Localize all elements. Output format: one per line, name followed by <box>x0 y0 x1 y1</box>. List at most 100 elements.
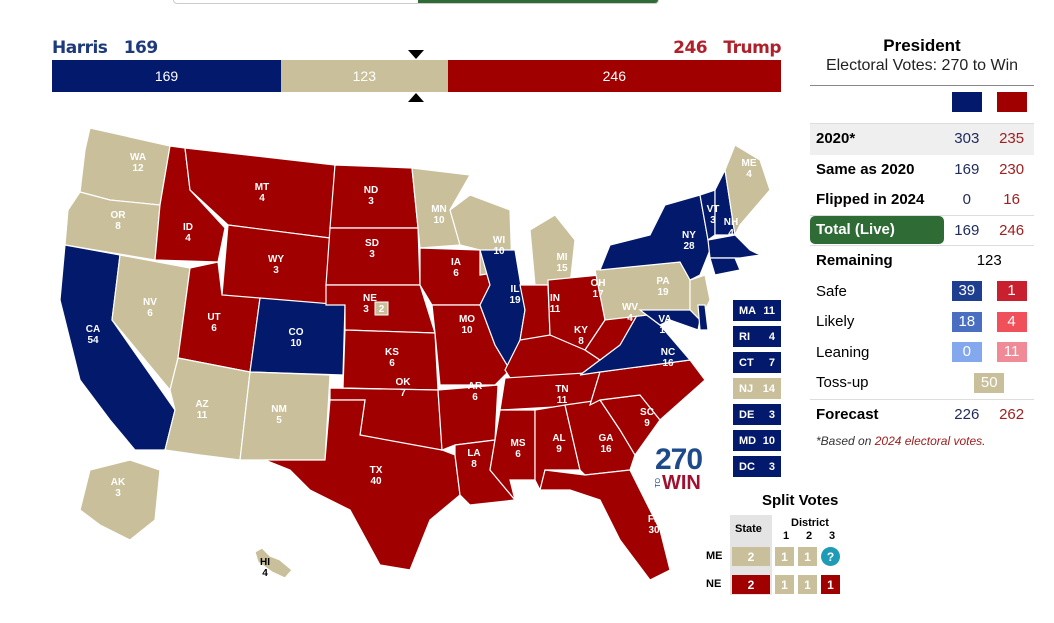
district-header: District <box>791 517 829 529</box>
dem-value: 226 <box>954 405 980 423</box>
toggle-active-segment[interactable] <box>418 0 658 3</box>
small-state-abbr: CT <box>739 356 754 369</box>
split-cell[interactable]: 1 <box>798 547 817 566</box>
state-label-ev: 7 <box>400 388 406 399</box>
total-live-button[interactable]: Total (Live) <box>810 216 945 245</box>
small-state-nj[interactable]: NJ 14 <box>733 378 781 399</box>
state-label-ev: 4 <box>185 233 191 244</box>
tossup-value: 50 <box>974 372 1005 393</box>
state-label-abbr: AR <box>468 381 483 392</box>
footnote-link[interactable]: 2024 electoral votes <box>874 434 983 448</box>
split-row-state: ME <box>706 550 723 562</box>
state-label-ev: 17 <box>592 289 604 300</box>
state-hi[interactable] <box>254 547 293 579</box>
state-label-ev: 10 <box>493 246 505 257</box>
state-label-abbr: LA <box>467 448 480 459</box>
small-state-md[interactable]: MD 10 <box>733 430 781 451</box>
harris-total: 169 <box>123 38 159 58</box>
state-label-ev: 11 <box>557 395 568 406</box>
district-number: 1 <box>783 530 790 542</box>
state-label-ev: 4 <box>728 228 734 239</box>
top-toggle[interactable] <box>173 0 659 4</box>
row-label: Likely <box>816 313 855 331</box>
split-cell[interactable]: 1 <box>775 575 794 594</box>
state-fl[interactable] <box>539 469 671 581</box>
state-ct[interactable] <box>709 257 741 276</box>
small-state-dc[interactable]: DC 3 <box>733 456 781 477</box>
row-label: 2020* <box>816 130 856 148</box>
state-wa[interactable] <box>79 127 171 206</box>
small-state-ri[interactable]: RI 4 <box>733 326 781 347</box>
state-label-abbr: TN <box>555 384 568 395</box>
state-label-ev: 3 <box>115 488 121 499</box>
split-cell[interactable]: 1 <box>821 575 840 594</box>
small-state-abbr: MA <box>739 304 757 317</box>
state-label-abbr: WV <box>622 302 638 313</box>
state-nd[interactable] <box>329 164 419 229</box>
logo-number: 270 <box>655 443 703 476</box>
state-label-ev: 3 <box>363 304 369 315</box>
district-number: 3 <box>829 530 836 542</box>
rep-value: 246 <box>999 221 1025 239</box>
state-label-abbr: OK <box>396 377 412 388</box>
dem-value: 0 <box>962 191 971 209</box>
state-label-abbr: NY <box>682 230 696 241</box>
state-md[interactable] <box>638 309 701 331</box>
small-state-abbr: MD <box>739 434 757 447</box>
small-state-abbr: DC <box>739 460 755 473</box>
state-tx[interactable] <box>264 399 461 571</box>
rep-rating-value[interactable]: 1 <box>996 281 1027 302</box>
state-label-abbr: TX <box>370 465 383 476</box>
row-label: Flipped in 2024 <box>816 191 925 209</box>
rep-value: 230 <box>999 160 1025 178</box>
trump-name: Trump <box>723 38 781 58</box>
rep-value: 262 <box>999 405 1025 423</box>
state-de[interactable] <box>697 304 709 331</box>
us-electoral-map[interactable]: WA12OR8CA54NV6ID4MT4WY3UT6AZ11CO10NM5ND3… <box>0 100 800 623</box>
state-label-abbr: MI <box>556 252 567 263</box>
state-label-abbr: AZ <box>195 399 208 410</box>
small-state-ma[interactable]: MA 11 <box>733 300 781 321</box>
small-state-abbr: DE <box>739 408 755 421</box>
state-ak[interactable] <box>79 459 161 541</box>
state-label-abbr: MO <box>459 314 475 325</box>
row-tossup: Toss-up 50 <box>810 368 1034 399</box>
rep-rating-value[interactable]: 4 <box>996 311 1027 332</box>
state-label-abbr: OR <box>111 210 127 221</box>
row-same: Same as 2020 169 230 <box>810 155 1034 186</box>
state-label-ev: 10 <box>461 325 473 336</box>
district-number: 2 <box>806 530 813 542</box>
dem-rating-value[interactable]: 39 <box>951 281 982 302</box>
rep-rating-value[interactable]: 11 <box>996 342 1027 363</box>
split-cell[interactable]: 2 <box>732 547 770 566</box>
bar-tossup: 123 <box>280 60 448 92</box>
ne-district-box[interactable] <box>374 301 389 316</box>
state-label-abbr: AK <box>111 477 126 488</box>
state-label-ev: 3 <box>273 265 279 276</box>
state-mi[interactable] <box>529 214 576 286</box>
split-cell[interactable]: 1 <box>775 547 794 566</box>
state-ny[interactable] <box>599 194 711 281</box>
row-rating: Safe 39 1 <box>810 277 1034 308</box>
unknown-district-icon[interactable]: ? <box>821 547 840 566</box>
state-label-abbr: SD <box>365 238 379 249</box>
state-label-ev: 6 <box>147 308 153 319</box>
dem-rating-value[interactable]: 0 <box>951 342 982 363</box>
small-state-de[interactable]: DE 3 <box>733 404 781 425</box>
dem-rating-value[interactable]: 18 <box>951 311 982 332</box>
rep-value: 235 <box>999 130 1025 148</box>
state-ma[interactable] <box>707 234 762 259</box>
row-label: Same as 2020 <box>816 160 915 178</box>
row-label: Safe <box>816 282 847 300</box>
split-cell[interactable]: 1 <box>798 575 817 594</box>
state-label-abbr: CO <box>289 327 304 338</box>
270-marker-bottom-icon <box>408 93 424 102</box>
270-marker-top-icon <box>408 50 424 59</box>
panel-subtitle: Electoral Votes: 270 to Win <box>825 57 1019 74</box>
split-row-state: NE <box>706 578 722 590</box>
small-state-ct[interactable]: CT 7 <box>733 352 781 373</box>
split-cell[interactable]: 2 <box>732 575 770 594</box>
harris-header: Harris 169 <box>52 38 158 58</box>
state-nm[interactable] <box>239 371 331 461</box>
state-label-ev: 3 <box>369 249 375 260</box>
